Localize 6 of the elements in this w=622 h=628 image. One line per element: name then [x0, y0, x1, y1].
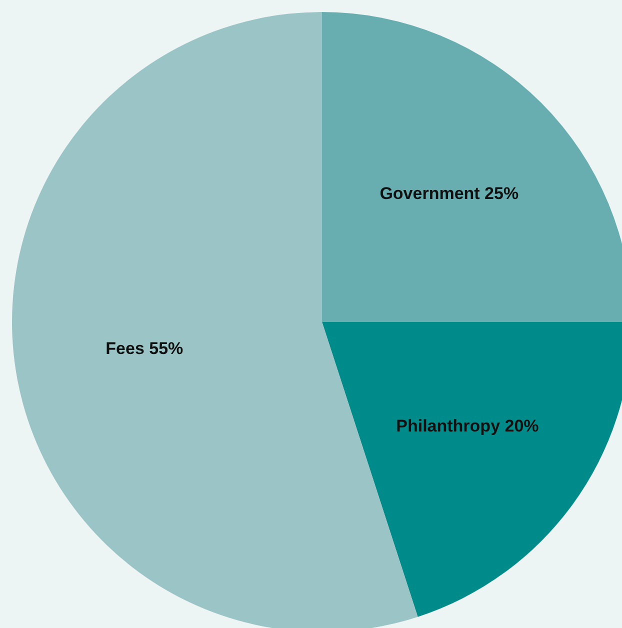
slice-label: Fees: [106, 340, 144, 359]
data-label: 20%: [500, 417, 539, 436]
slice-label: Government: [380, 184, 480, 204]
slice-label: Philanthropy: [396, 417, 501, 436]
data-label: 25%: [480, 184, 519, 204]
data-label: 55%: [144, 340, 184, 359]
